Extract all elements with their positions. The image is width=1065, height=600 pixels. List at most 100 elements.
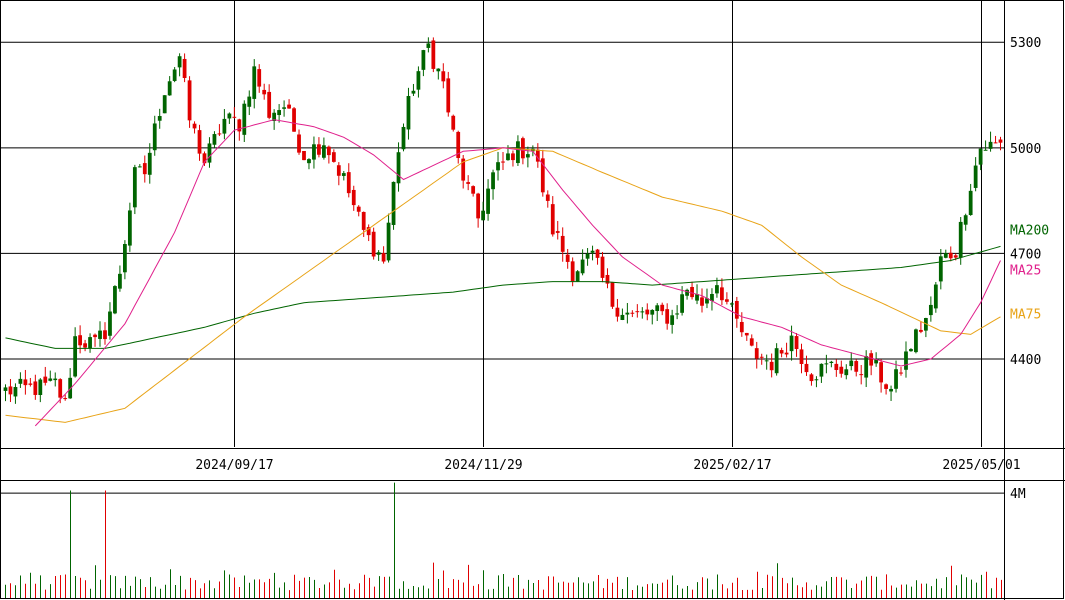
- candle-body: [501, 161, 505, 163]
- candle-body: [406, 95, 411, 130]
- candle-body: [496, 162, 500, 171]
- candle-body: [262, 89, 267, 95]
- candle-body: [759, 356, 764, 358]
- candle-body: [341, 173, 346, 176]
- candle-body: [13, 387, 18, 397]
- candle-body: [809, 374, 814, 382]
- candle-body: [63, 398, 68, 400]
- axis-labels: 5300 5000 4700 4400 2024/09/17 2024/11/29 2025…: [195, 36, 1049, 502]
- candle-body: [595, 249, 600, 258]
- x-tick-label: 2025/02/17: [693, 458, 771, 473]
- candle-body: [988, 141, 993, 149]
- candle-body: [157, 116, 162, 121]
- candle-body: [700, 297, 704, 306]
- candle-body: [356, 206, 361, 212]
- candle-body: [471, 186, 476, 194]
- candle-body: [545, 194, 550, 201]
- candle-body: [829, 361, 834, 363]
- candle-body: [655, 305, 660, 312]
- candle-body: [869, 353, 874, 366]
- candle-body: [705, 298, 709, 304]
- candle-body: [237, 119, 242, 132]
- candle-body: [232, 116, 237, 118]
- candle-body: [451, 115, 456, 130]
- candle-body: [426, 43, 431, 48]
- candle-body: [381, 253, 386, 262]
- candle-body: [605, 274, 610, 284]
- candle-body: [914, 329, 918, 353]
- candle-body: [416, 71, 421, 90]
- candle-body: [411, 90, 416, 94]
- candle-body: [58, 379, 63, 398]
- candle-body: [779, 350, 784, 354]
- moving-average-lines: [5, 119, 1001, 427]
- candle-body: [257, 69, 262, 87]
- candle-body: [874, 359, 879, 364]
- candle-body: [630, 312, 635, 314]
- candle-body: [147, 152, 152, 175]
- candle-body: [565, 254, 570, 262]
- candle-body: [391, 181, 396, 225]
- candle-body: [511, 153, 515, 161]
- candle-body: [978, 148, 983, 165]
- candle-body: [516, 141, 520, 164]
- candle-body: [53, 378, 58, 381]
- candle-body: [575, 271, 580, 282]
- candle-body: [192, 123, 197, 129]
- candle-body: [207, 143, 212, 163]
- candle-body: [227, 113, 232, 119]
- candle-body: [720, 287, 724, 301]
- candle-body: [535, 149, 540, 162]
- y-tick-label: 4400: [1010, 353, 1041, 368]
- candle-body: [3, 387, 8, 391]
- candle-body: [754, 348, 759, 359]
- candle-body: [919, 329, 923, 332]
- candle-body: [680, 294, 684, 313]
- candle-body: [938, 256, 943, 282]
- candle-body: [73, 336, 78, 377]
- candle-body: [590, 250, 595, 253]
- candle-body: [217, 133, 222, 135]
- candle-body: [729, 303, 734, 305]
- candle-body: [794, 336, 799, 350]
- candle-body: [267, 91, 272, 118]
- candle-body: [640, 311, 645, 313]
- candle-body: [78, 335, 83, 346]
- candle-body: [928, 304, 933, 316]
- candle-body: [486, 188, 490, 214]
- candle-body: [854, 361, 859, 372]
- candle-body: [580, 259, 585, 274]
- candle-body: [550, 204, 555, 235]
- candle-body: [132, 167, 137, 208]
- candle-body: [645, 309, 650, 315]
- candle-body: [162, 95, 167, 114]
- candle-body: [33, 381, 38, 395]
- candle-body: [43, 376, 48, 383]
- candle-body: [127, 210, 132, 246]
- candle-body: [774, 348, 779, 374]
- candle-body: [436, 68, 441, 72]
- candle-body: [884, 384, 888, 389]
- candle-body: [635, 311, 640, 313]
- candle-body: [23, 379, 28, 386]
- candle-body: [675, 313, 680, 315]
- candle-body: [993, 142, 998, 144]
- candle-body: [570, 261, 575, 282]
- candle-body: [456, 131, 461, 158]
- candle-body: [491, 172, 495, 190]
- candle-body: [734, 300, 739, 319]
- candle-body: [710, 293, 714, 301]
- candle-body: [152, 123, 157, 151]
- candle-body: [167, 81, 172, 96]
- candle-body: [222, 118, 227, 134]
- candle-body: [18, 378, 23, 384]
- candle-body: [525, 154, 530, 158]
- candle-body: [123, 243, 127, 273]
- candle-body: [685, 289, 689, 296]
- candle-body: [302, 150, 306, 161]
- candle-body: [336, 165, 341, 176]
- candle-body: [933, 284, 938, 309]
- candle-body: [386, 222, 391, 261]
- candle-body: [899, 372, 903, 374]
